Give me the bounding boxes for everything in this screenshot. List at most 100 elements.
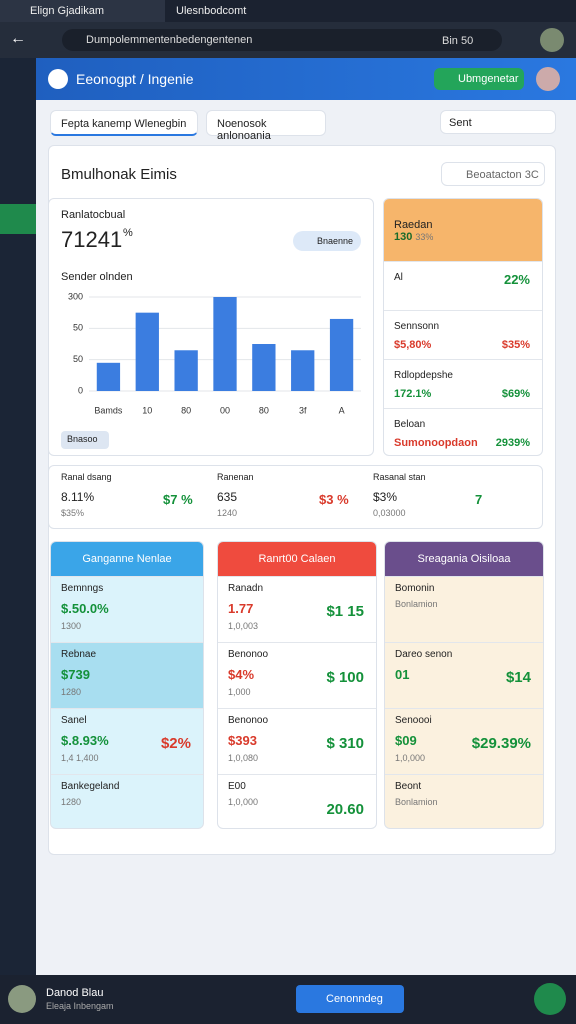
app-header: Eeonogpt / Ingenie Ubmgenetar	[36, 58, 576, 100]
filter-count: 3C	[524, 169, 539, 181]
y-tick-label: 300	[68, 291, 83, 301]
row-label: Rebnae	[61, 649, 97, 660]
avatar[interactable]	[534, 983, 566, 1015]
user-name: Danod Blau	[46, 987, 104, 999]
new-tab[interactable]: Ulesnbodcomt	[176, 5, 247, 17]
row-value: $393	[228, 733, 257, 748]
row-sub: 1,0,080	[228, 753, 259, 763]
row-value: $09	[395, 733, 417, 748]
row-sub: Bonlamion	[395, 599, 438, 609]
row-label: Bomonin	[395, 583, 435, 594]
avatar[interactable]	[536, 67, 560, 91]
row-sub: 1,4 1,400	[61, 753, 99, 763]
filter[interactable]: Beoatacton 3C	[441, 162, 545, 186]
active-nav[interactable]	[0, 204, 36, 234]
column-row: Bemnngs $.50.0% 1300	[51, 576, 203, 642]
search-input[interactable]: Sent	[440, 110, 556, 134]
address-bar: ← Dumpolemmentenbedengentenen Bin 50	[0, 22, 576, 58]
footer-button[interactable]: Cenonndeg	[296, 985, 404, 1013]
chart-card: Ranlatocbual 71241 % Bnaenne Sender olnd…	[48, 198, 374, 456]
tab[interactable]: Noenosok anlonoania	[206, 110, 326, 142]
tab-bar: Elign Gjadikam Ulesnbodcomt	[0, 0, 576, 22]
chart-title: Sender olnden	[61, 271, 133, 283]
column-row: Bankegeland 1280	[51, 774, 203, 828]
row-sub: 1280	[61, 687, 82, 697]
x-tick-label: 00	[220, 405, 230, 415]
bar	[213, 297, 237, 391]
side-title: Raedan	[394, 219, 433, 231]
stat-change: $7 %	[163, 492, 193, 507]
row-label: Al	[394, 272, 403, 283]
row-label: Ranadn	[228, 583, 264, 594]
stat: Rasanal stan $3% 0,03000 7	[373, 472, 523, 524]
side-row: Rdlopdepshe 172.1% $69%	[384, 359, 542, 408]
row-b: $69%	[501, 388, 530, 400]
stat-sub: 0,03000	[373, 508, 406, 518]
column-row: Benonoo $393 1,0,080 $ 310	[218, 708, 376, 774]
row-right: $ 310	[326, 735, 364, 752]
row-value: 01	[395, 667, 410, 682]
row-sub: 1280	[61, 797, 82, 807]
kpi-label: Ranlatocbual	[61, 209, 126, 221]
row-label: Bemnngs	[61, 583, 104, 594]
column: Ganganne Nenlae Bemnngs $.50.0% 1300 Rebnae $…	[50, 541, 204, 829]
side-rows: Al 22% Sennsonn $5,80% $35% Rdlopdepshe 172.1%…	[384, 261, 542, 455]
stats: Ranal dsang 8.11% $35% $7 % Ranenan 635 1240 $3…	[48, 465, 543, 529]
avatar[interactable]	[540, 28, 564, 52]
x-tick-label: 3f	[299, 405, 307, 415]
row-sub: 1,000	[228, 687, 251, 697]
back[interactable]: ←	[10, 30, 26, 47]
row-a: Sumonoopdaon	[394, 437, 478, 449]
chart-button[interactable]: Bnasoo	[61, 431, 109, 449]
row-sub: 1300	[61, 621, 82, 631]
row-label: Beloan	[394, 419, 426, 430]
y-tick-label: 0	[78, 385, 83, 395]
row-a: $5,80%	[394, 339, 432, 351]
profile[interactable]: Bin 50	[442, 35, 474, 47]
column-row: E00 1,0,000 20.60	[218, 774, 376, 828]
side-row: Sennsonn $5,80% $35%	[384, 310, 542, 359]
column-row: Ranadn 1.77 1,0,003 $1 15	[218, 576, 376, 642]
row-label: Dareo senon	[395, 649, 453, 660]
row-right: $2%	[160, 735, 191, 752]
column-row: Bomonin Bonlamion	[385, 576, 543, 642]
column-row: Sanel $.8.93% 1,4 1,400 $2%	[51, 708, 203, 774]
app-title: Eeonogpt / Ingenie	[76, 71, 194, 87]
column: Ranrt00 Calaen Ranadn 1.77 1,0,003 $1 15 Beno…	[217, 541, 377, 829]
column: Sreagania Oisiloaa Bomonin Bonlamion Dareo …	[384, 541, 544, 829]
bar	[96, 362, 121, 391]
side-header: Raedan 130 33%	[384, 199, 542, 261]
row-right: 20.60	[326, 801, 364, 818]
x-tick-label: 80	[259, 405, 269, 415]
sidebar	[0, 58, 36, 975]
chart: 0 50 50 300 Bamds 10 80 00 80 3f A	[68, 291, 361, 415]
row-label: Beont	[395, 781, 422, 792]
row-a: 22%	[503, 272, 530, 287]
x-tick-label: 80	[181, 405, 191, 415]
filter-label: Beoatacton	[466, 169, 522, 181]
row-label: Sanel	[61, 715, 87, 726]
row-b: 2939%	[495, 437, 530, 449]
side-row: Al 22%	[384, 261, 542, 310]
side-card: Raedan 130 33% Al 22% Sennsonn $5,80% $35% Rd…	[383, 198, 543, 456]
tab[interactable]: Fepta kanemp Wlenegbin	[50, 110, 198, 136]
y-tick-label: 50	[73, 354, 83, 364]
kpi-value: 71241	[61, 227, 123, 252]
row-label: Rdlopdepshe	[394, 370, 453, 381]
row-right: $ 100	[326, 669, 364, 686]
row-value: $4%	[228, 667, 255, 682]
stat-change: 7	[475, 492, 483, 507]
row-sub: 1,0,000	[395, 753, 426, 763]
row-label: Benonoo	[228, 715, 269, 726]
url[interactable]: Dumpolemmentenbedengentenen	[62, 29, 502, 51]
header-button[interactable]: Ubmgenetar	[434, 68, 524, 90]
stat-value: 635	[217, 490, 238, 504]
tab[interactable]: Elign Gjadikam	[0, 0, 165, 22]
stat: Ranenan 635 1240 $3 %	[217, 472, 367, 524]
row-right: $14	[505, 669, 531, 686]
pill[interactable]: Bnaenne	[293, 231, 361, 251]
column-row: Senoooi $09 1,0,000 $29.39%	[385, 708, 543, 774]
stat-sub: 1240	[217, 508, 238, 518]
bar	[174, 350, 198, 391]
